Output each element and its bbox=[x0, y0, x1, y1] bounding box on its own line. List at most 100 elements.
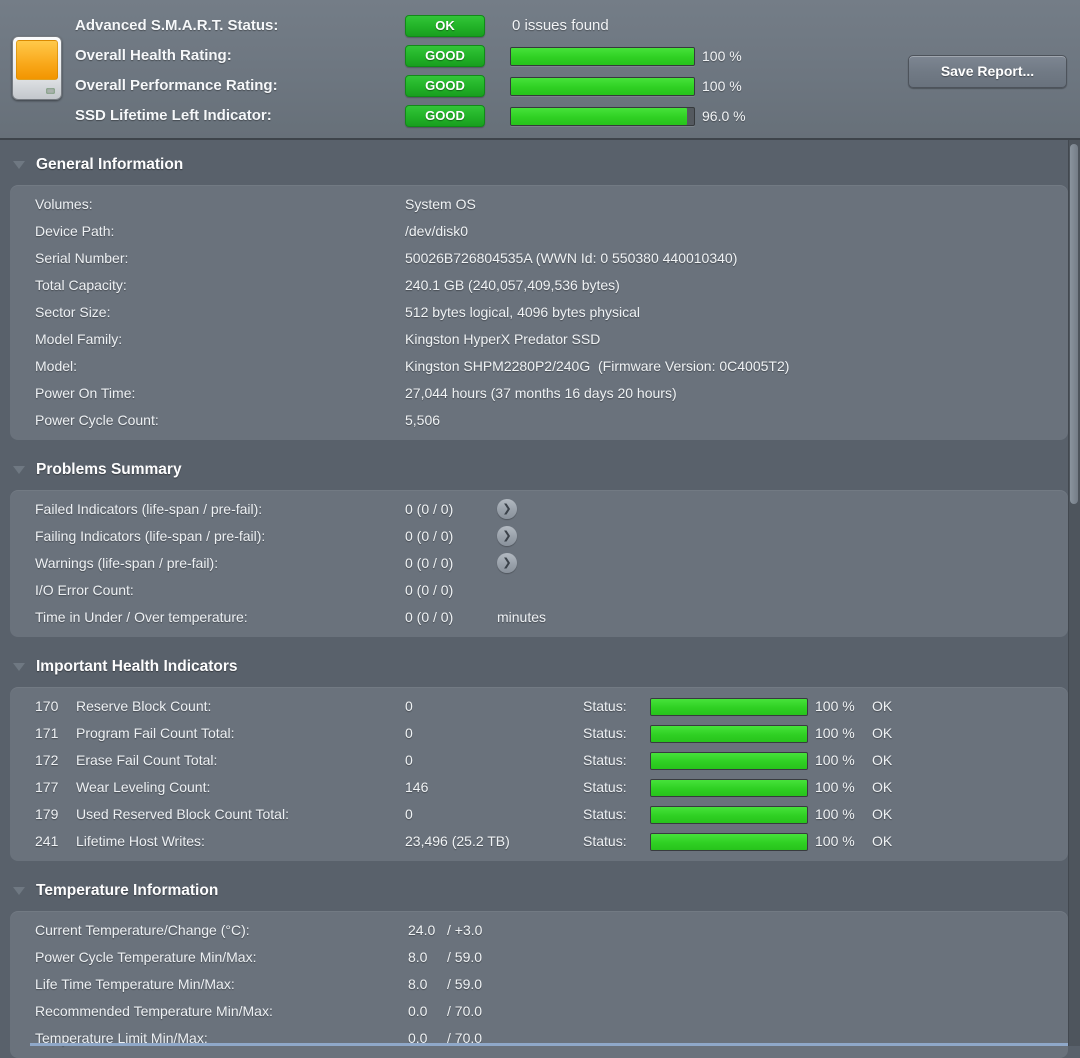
indicator-status-bar-fill bbox=[651, 780, 807, 796]
disclosure-triangle-icon[interactable] bbox=[13, 466, 25, 474]
indicator-name: Used Reserved Block Count Total: bbox=[76, 806, 289, 822]
drive-led bbox=[46, 88, 55, 94]
bottom-highlight-line bbox=[30, 1043, 1068, 1046]
indicator-name: Wear Leveling Count: bbox=[76, 779, 211, 795]
indicator-percent: 100 % bbox=[815, 806, 855, 822]
temp-max-value: / 70.0 bbox=[447, 1030, 483, 1046]
table-row: Model: Kingston SHPM2280P2/240G (Firmware… bbox=[10, 353, 1068, 380]
indicator-name: Erase Fail Count Total: bbox=[76, 752, 218, 768]
indicator-status: OK bbox=[872, 752, 893, 768]
disclosure-triangle-icon[interactable] bbox=[13, 887, 25, 895]
indicator-id: 170 bbox=[35, 698, 59, 714]
table-row: I/O Error Count: 0 (0 / 0) bbox=[10, 577, 1068, 604]
table-row: Volumes: System OS bbox=[10, 191, 1068, 218]
indicator-status-bar-fill bbox=[651, 807, 807, 823]
table-row: Life Time Temperature Min/Max: 8.0 / 59.… bbox=[10, 971, 1068, 998]
temperature-information-card: Current Temperature/Change (°C): 24.0 / … bbox=[10, 911, 1068, 1058]
scroll-content: General Information Volumes: System OS De… bbox=[0, 140, 1068, 1058]
table-row: 241 Lifetime Host Writes: 23,496 (25.2 T… bbox=[10, 828, 1068, 855]
row-value: 27,044 hours (37 months 16 days 20 hours… bbox=[405, 385, 677, 401]
section-temperature-information: Temperature Information bbox=[0, 876, 1068, 906]
indicator-status-bar bbox=[650, 698, 808, 716]
status-label: Status: bbox=[583, 698, 627, 714]
performance-rating-bar-fill bbox=[511, 78, 694, 95]
section-important-health-indicators: Important Health Indicators bbox=[0, 652, 1068, 682]
row-suffix: minutes bbox=[497, 609, 547, 625]
status-label: Status: bbox=[583, 779, 627, 795]
smart-status-badge: OK bbox=[405, 15, 485, 37]
row-label: Time in Under / Over temperature: bbox=[35, 609, 248, 625]
table-row: 171 Program Fail Count Total: 0 Status: … bbox=[10, 720, 1068, 747]
table-row: Sector Size: 512 bytes logical, 4096 byte… bbox=[10, 299, 1068, 326]
indicator-status-bar bbox=[650, 779, 808, 797]
status-label: Status: bbox=[583, 806, 627, 822]
external-drive-icon bbox=[12, 36, 62, 100]
temp-min-value: 0.0 bbox=[408, 1030, 428, 1046]
indicator-id: 172 bbox=[35, 752, 59, 768]
row-value: 50026B726804535A (WWN Id: 0 550380 44001… bbox=[405, 250, 738, 266]
temp-min-value: 0.0 bbox=[408, 1003, 428, 1019]
indicator-id: 177 bbox=[35, 779, 59, 795]
ssd-lifetime-badge: GOOD bbox=[405, 105, 485, 127]
row-value: Kingston SHPM2280P2/240G (Firmware Versi… bbox=[405, 358, 790, 374]
detail-arrow-button[interactable]: ❯ bbox=[497, 526, 517, 546]
row-value: Kingston HyperX Predator SSD bbox=[405, 331, 601, 347]
table-row: Power Cycle Temperature Min/Max: 8.0 / 5… bbox=[10, 944, 1068, 971]
row-label: Serial Number: bbox=[35, 250, 129, 266]
status-label: Status: bbox=[583, 833, 627, 849]
row-value: 240.1 GB (240,057,409,536 bytes) bbox=[405, 277, 620, 293]
summary-header: Advanced S.M.A.R.T. Status: OK 0 issues … bbox=[0, 0, 1080, 140]
performance-rating-bar bbox=[510, 77, 695, 96]
row-value: 0 (0 / 0) bbox=[405, 501, 454, 517]
row-value: 5,506 bbox=[405, 412, 441, 428]
row-label: Model Family: bbox=[35, 331, 123, 347]
performance-rating-label: Overall Performance Rating: bbox=[75, 77, 278, 94]
temp-max-value: / 70.0 bbox=[447, 1003, 483, 1019]
table-row: 179 Used Reserved Block Count Total: 0 S… bbox=[10, 801, 1068, 828]
detail-arrow-button[interactable]: ❯ bbox=[497, 499, 517, 519]
row-label: Model: bbox=[35, 358, 78, 374]
table-row: Model Family: Kingston HyperX Predator SS… bbox=[10, 326, 1068, 353]
ssd-lifetime-bar bbox=[510, 107, 695, 126]
section-general-information: General Information bbox=[0, 150, 1068, 180]
section-title: General Information bbox=[36, 156, 184, 173]
table-row: Current Temperature/Change (°C): 24.0 / … bbox=[10, 917, 1068, 944]
table-row: 170 Reserve Block Count: 0 Status: 100 %… bbox=[10, 693, 1068, 720]
disclosure-triangle-icon[interactable] bbox=[13, 663, 25, 671]
indicator-value: 146 bbox=[405, 779, 429, 795]
disclosure-triangle-icon[interactable] bbox=[13, 161, 25, 169]
row-label: Power Cycle Count: bbox=[35, 412, 159, 428]
indicator-id: 179 bbox=[35, 806, 59, 822]
row-label: Failing Indicators (life-span / pre-fail… bbox=[35, 528, 266, 544]
table-row: Warnings (life-span / pre-fail): 0 (0 / … bbox=[10, 550, 1068, 577]
row-label: I/O Error Count: bbox=[35, 582, 134, 598]
row-value: 0 (0 / 0) bbox=[405, 609, 454, 625]
row-label: Total Capacity: bbox=[35, 277, 127, 293]
row-label: Failed Indicators (life-span / pre-fail)… bbox=[35, 501, 263, 517]
health-indicators-card: 170 Reserve Block Count: 0 Status: 100 %… bbox=[10, 687, 1068, 861]
indicator-status-bar bbox=[650, 725, 808, 743]
row-label: Volumes: bbox=[35, 196, 93, 212]
temp-min-value: 8.0 bbox=[408, 976, 428, 992]
row-label: Current Temperature/Change (°C): bbox=[35, 922, 250, 938]
detail-arrow-button[interactable]: ❯ bbox=[497, 553, 517, 573]
indicator-status-bar-fill bbox=[651, 699, 807, 715]
indicator-value: 0 bbox=[405, 725, 413, 741]
indicator-percent: 100 % bbox=[815, 779, 855, 795]
section-problems-summary: Problems Summary bbox=[0, 455, 1068, 485]
indicator-id: 241 bbox=[35, 833, 59, 849]
indicator-value: 0 bbox=[405, 698, 413, 714]
table-row: Failing Indicators (life-span / pre-fail… bbox=[10, 523, 1068, 550]
table-row: Recommended Temperature Min/Max: 0.0 / 7… bbox=[10, 998, 1068, 1025]
indicator-percent: 100 % bbox=[815, 833, 855, 849]
table-row: 177 Wear Leveling Count: 146 Status: 100… bbox=[10, 774, 1068, 801]
indicator-value: 0 bbox=[405, 806, 413, 822]
status-label: Status: bbox=[583, 752, 627, 768]
scrollbar-thumb[interactable] bbox=[1070, 144, 1078, 504]
problems-summary-card: Failed Indicators (life-span / pre-fail)… bbox=[10, 490, 1068, 637]
indicator-status: OK bbox=[872, 779, 893, 795]
table-row: Power On Time: 27,044 hours (37 months 16… bbox=[10, 380, 1068, 407]
save-report-button[interactable]: Save Report... bbox=[908, 55, 1067, 88]
indicator-id: 171 bbox=[35, 725, 59, 741]
health-rating-label: Overall Health Rating: bbox=[75, 47, 232, 64]
